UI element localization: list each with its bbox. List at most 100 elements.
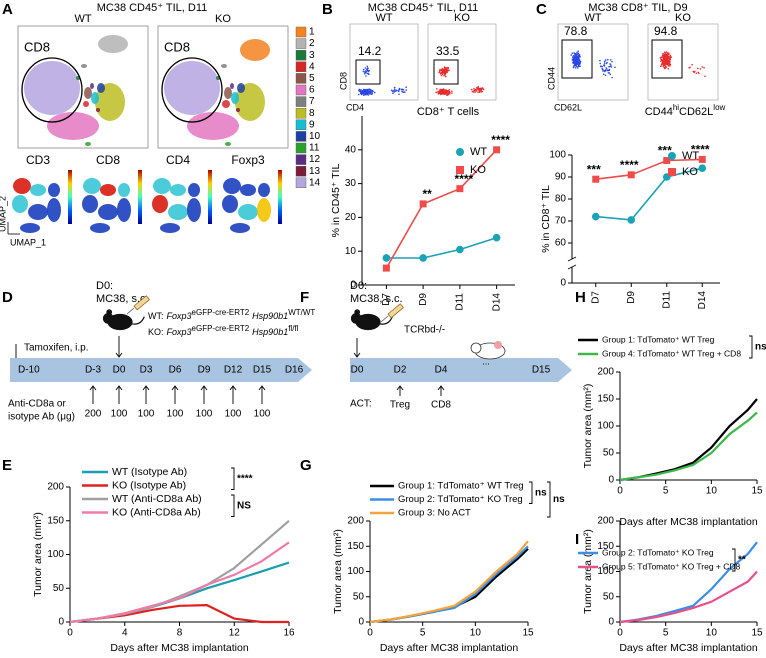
panel-label: I <box>575 531 579 548</box>
expression-blob <box>47 198 61 222</box>
cell-dot <box>370 89 372 91</box>
cluster-blob <box>237 83 245 93</box>
cell-dot <box>665 59 668 61</box>
legend-label: Group 3: No ACT <box>398 508 471 519</box>
cell-dot <box>688 66 690 69</box>
cell-dot <box>665 65 667 68</box>
cell-dot <box>475 90 478 92</box>
y-tick-label: 100 <box>597 421 614 432</box>
cell-dot <box>660 58 662 61</box>
cell-dot <box>602 73 605 76</box>
cell-dot <box>397 89 400 91</box>
timeline-day: D9 <box>198 365 211 376</box>
cell-dot <box>362 70 365 73</box>
cell-dot <box>369 91 372 94</box>
significance: **** <box>491 133 510 147</box>
cell-dot <box>662 63 664 65</box>
dose-label: 100 <box>167 409 184 420</box>
cluster-blob <box>96 108 100 112</box>
text-part: CD62L <box>679 106 713 118</box>
expression-blob <box>28 204 48 220</box>
cell-dot <box>438 71 440 74</box>
cell-dot <box>444 68 446 70</box>
series-line <box>619 570 758 624</box>
cell-dot <box>579 65 581 68</box>
expression-blob <box>170 184 186 196</box>
cluster-blob <box>91 92 99 104</box>
expression-blob <box>30 184 46 196</box>
cell-dot <box>578 60 581 62</box>
x-tick-label: 10 <box>706 486 718 497</box>
x-tick-label: D9 <box>418 293 429 306</box>
y-tick-label: 200 <box>47 482 64 493</box>
cell-dot <box>610 66 613 68</box>
cell-dot <box>664 57 667 60</box>
legend-swatch <box>295 177 307 189</box>
legend-label: 8 <box>309 108 315 119</box>
text-part: low <box>713 103 725 112</box>
cell-dot <box>570 54 573 56</box>
legend-label: 1 <box>309 27 315 38</box>
cell-dot <box>572 66 575 69</box>
cell-dot <box>405 89 408 91</box>
cell-dot <box>393 88 396 91</box>
y-tick-label: 50 <box>603 448 615 459</box>
cell-dot <box>436 88 438 90</box>
cell-dot <box>369 93 371 95</box>
point-marker <box>627 171 635 179</box>
point-marker <box>627 216 636 224</box>
dose-label: 200 <box>85 409 102 420</box>
comparison-label: ** <box>738 555 746 566</box>
cell-dot <box>704 75 706 78</box>
y-axis-label: % in CD8⁺ TIL <box>540 185 552 253</box>
x-tick-label: 0 <box>67 628 73 639</box>
cluster-blob <box>84 87 92 99</box>
cell-dot <box>611 60 613 63</box>
flow-x-label: CD62L <box>554 102 582 112</box>
cluster-blob <box>230 83 234 89</box>
legend-label: 11 <box>309 143 320 154</box>
timeline-day: D16 <box>285 365 304 376</box>
cell-dot <box>695 72 698 75</box>
cell-dot <box>574 67 577 69</box>
x-tick-label: 5 <box>420 628 426 639</box>
cluster-blob <box>90 83 94 89</box>
x-tick-label: 15 <box>751 486 763 497</box>
x-axis-label: Days after MC38 implantation <box>380 642 518 654</box>
cell-dot <box>662 61 665 64</box>
expression-blob <box>223 178 241 194</box>
cluster-blob <box>24 61 80 115</box>
cluster-blob <box>83 101 89 107</box>
timeline-day: D15 <box>532 365 551 376</box>
series-line <box>369 548 529 624</box>
cell-dot <box>405 86 407 88</box>
gate-percentage: 94.8 <box>654 24 678 38</box>
legend-swatch <box>295 73 307 84</box>
cluster-blob <box>225 142 231 146</box>
y-tick-label: 0 <box>608 617 614 628</box>
cell-dot <box>440 69 443 72</box>
point-marker <box>493 146 501 154</box>
marker-title: CD3 <box>26 153 50 167</box>
point-marker <box>591 212 600 221</box>
cell-dot <box>576 67 579 69</box>
cell-dot <box>358 90 361 92</box>
cell-dot <box>445 89 448 92</box>
mouse-body <box>107 313 133 331</box>
y-axis-label: Tumor area (mm²) <box>32 512 44 597</box>
cell-dot <box>608 69 610 72</box>
comparison-label: ns <box>553 494 565 505</box>
legend-marker <box>456 148 464 156</box>
legend-swatch <box>295 50 307 61</box>
text-part: CD44 <box>645 106 673 118</box>
antibody-label: isotype Ab (μg) <box>8 412 75 423</box>
legend-label: 9 <box>309 119 315 130</box>
panel-label: D <box>2 289 13 306</box>
cell-dot <box>697 67 699 70</box>
legend-label: 5 <box>309 73 315 84</box>
cell-dot <box>366 65 369 68</box>
cell-dot <box>447 91 449 93</box>
cell-dot <box>448 90 451 93</box>
cell-dot <box>404 91 406 93</box>
